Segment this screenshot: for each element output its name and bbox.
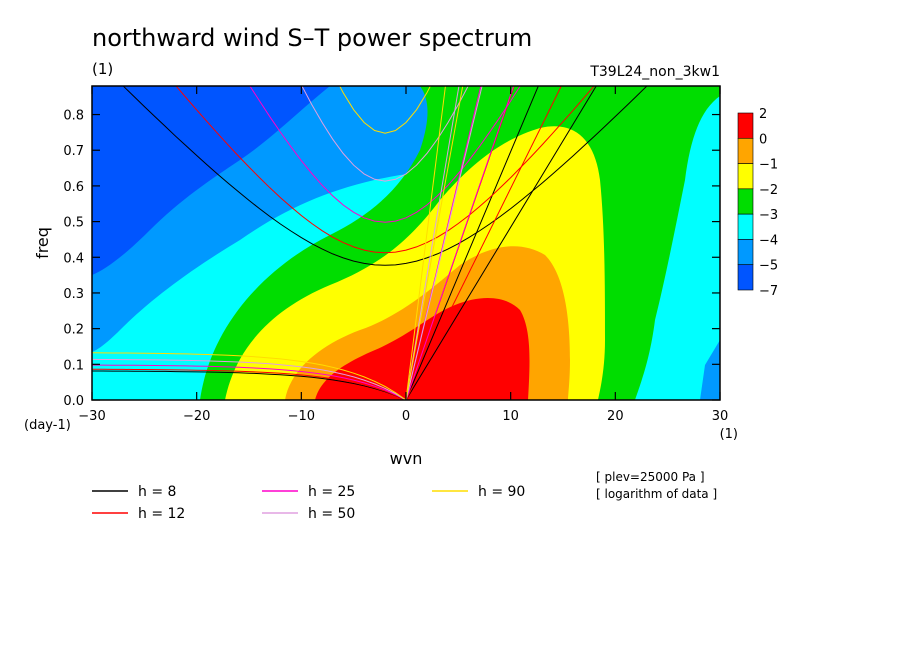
y-tick-label: 0.4 [63, 251, 84, 266]
y-unit-label: (day-1) [24, 418, 71, 433]
mixed-gravity-curve [405, 86, 464, 400]
y-axis: 0.0 0.1 0.2 0.3 0.4 0.5 0.6 0.7 0.8 [63, 109, 720, 409]
chart-subtitle-left: (1) [92, 60, 113, 78]
kelvin-wave-curve [405, 86, 460, 400]
mixed-gravity-curve [405, 86, 562, 400]
chart-subtitle-right: T39L24_non_3kw1 [589, 64, 720, 80]
dispersion-curves [92, 86, 648, 400]
legend-label: h = 50 [308, 506, 355, 522]
colorbar-swatch [737, 137, 754, 164]
note-plev: [ plev=25000 Pa ] [596, 470, 705, 484]
y-axis-title: freq [33, 227, 52, 259]
legend-label: h = 12 [138, 506, 185, 522]
gravity-wave-curve [175, 86, 595, 254]
kelvin-wave-curve [405, 86, 482, 400]
colorbar-label: 0 [759, 132, 767, 147]
y-tick-label: 0.8 [63, 109, 84, 124]
y-tick-label: 0.7 [63, 144, 84, 159]
y-tick-label: 0.5 [63, 216, 84, 231]
plot-area [92, 86, 720, 400]
y-tick-label: 0.0 [63, 394, 84, 409]
x-tick-label: −30 [78, 409, 105, 424]
y-tick-label: 0.3 [63, 287, 84, 302]
x-tick-label: −20 [183, 409, 210, 424]
gravity-wave-curve [339, 86, 431, 134]
gravity-wave-curve [122, 86, 648, 266]
colorbar-label: −4 [759, 233, 778, 248]
y-tick-label: 0.6 [63, 180, 84, 195]
colorbar-swatch [737, 163, 754, 190]
colorbar-swatch [737, 264, 754, 291]
legend: h = 8 h = 12 h = 25 h = 50 h = 90 [92, 484, 525, 522]
colorbar-label: −3 [759, 208, 778, 223]
colorbar-label: −5 [759, 259, 778, 274]
gravity-wave-curve [249, 86, 521, 223]
colorbar-label: −2 [759, 183, 778, 198]
colorbar-label: −1 [759, 158, 778, 173]
colorbar: 2 0 −1 −2 −3 −4 −5 −7 [737, 107, 778, 299]
x-axis: −30 −20 −10 0 10 20 30 [78, 86, 728, 424]
colorbar-swatch [737, 112, 754, 139]
x-tick-label: −10 [288, 409, 315, 424]
legend-label: h = 25 [308, 484, 355, 500]
mixed-gravity-curve [405, 86, 515, 400]
y-tick-label: 0.2 [63, 323, 84, 338]
colorbar-swatch [737, 239, 754, 266]
rossby-wave-curve [92, 352, 407, 400]
note-logarithm: [ logarithm of data ] [596, 487, 717, 501]
rossby-wave-curve [92, 358, 407, 400]
rossby-wave-curve [92, 364, 407, 400]
mixed-gravity-curve [405, 86, 483, 400]
gravity-wave-curve [301, 86, 469, 182]
legend-label: h = 90 [478, 484, 525, 500]
rossby-wave-curve [92, 368, 407, 400]
rossby-wave-curve [92, 370, 407, 400]
contour-band-minus-7 [92, 86, 330, 275]
x-tick-label: 20 [607, 409, 624, 424]
colorbar-swatch [737, 188, 754, 215]
x-tick-label: 30 [712, 409, 729, 424]
colorbar-swatch [737, 213, 754, 240]
colorbar-label: −7 [759, 284, 778, 299]
colorbar-label: 2 [759, 107, 767, 122]
x-tick-label: 10 [502, 409, 519, 424]
y-tick-label: 0.1 [63, 358, 84, 373]
contour-band-minus-5-right [700, 340, 720, 400]
x-tick-label: 0 [402, 409, 410, 424]
chart-title: northward wind S–T power spectrum [92, 24, 532, 52]
mixed-gravity-curve [405, 86, 597, 400]
contour-band-0 [315, 298, 530, 400]
x-unit-label: (1) [720, 427, 738, 442]
x-axis-title: wvn [390, 449, 423, 468]
legend-label: h = 8 [138, 484, 176, 500]
kelvin-wave-curve [405, 86, 539, 400]
